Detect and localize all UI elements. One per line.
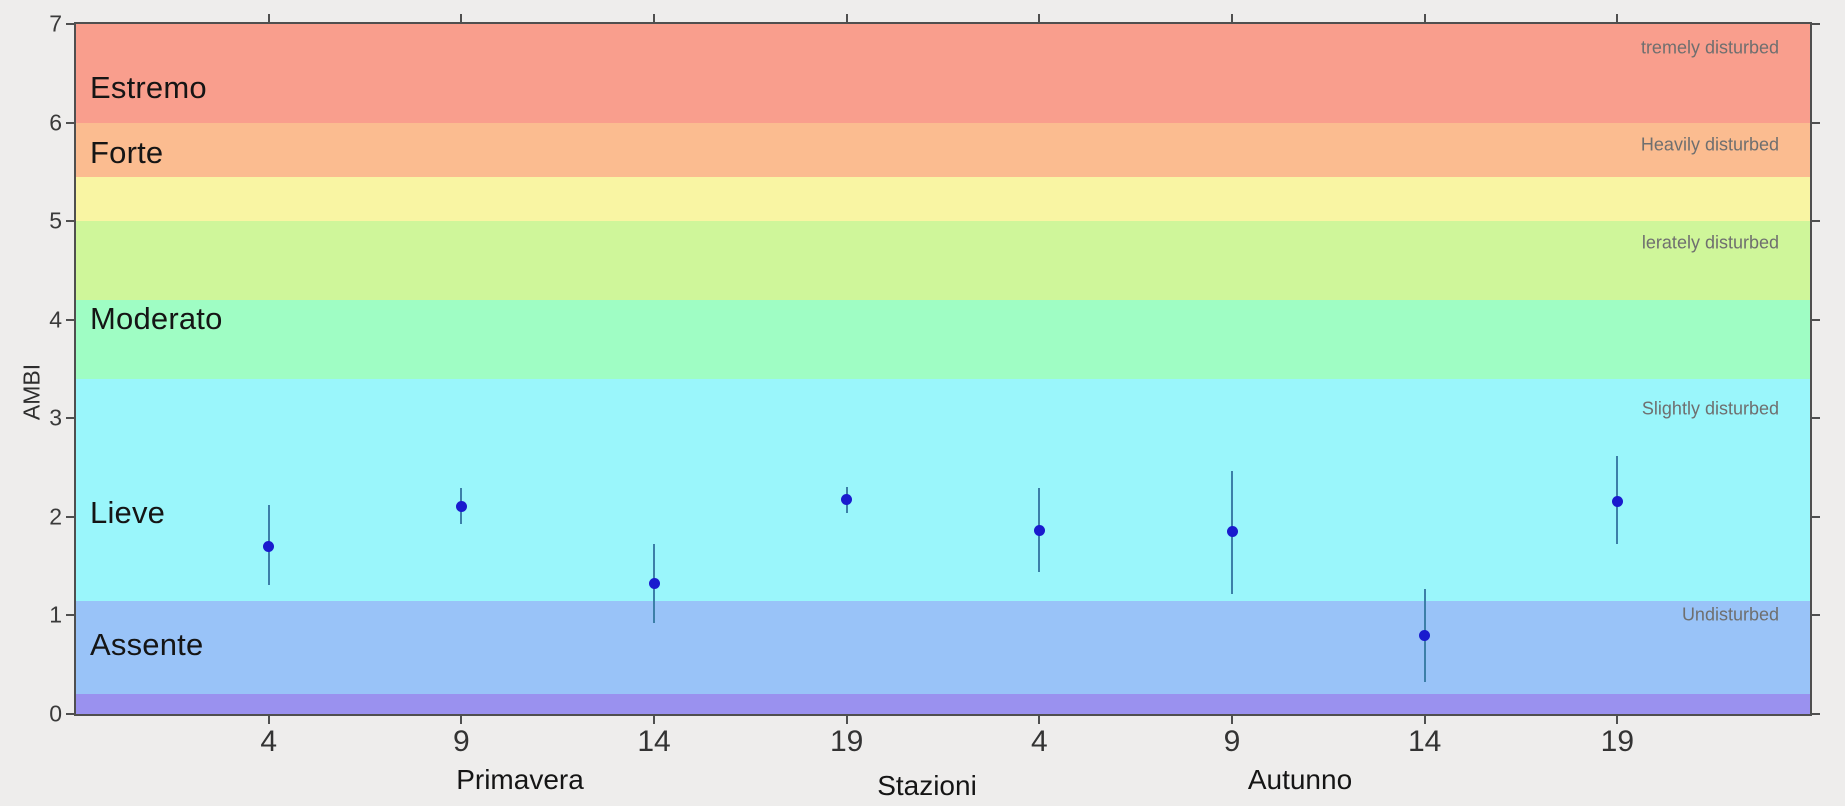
x-axis-tick-top bbox=[1423, 14, 1426, 22]
x-tick-label: 9 bbox=[452, 725, 470, 758]
x-axis-tick-top bbox=[267, 14, 270, 22]
x-axis-tick bbox=[1038, 716, 1041, 724]
data-point bbox=[648, 578, 660, 590]
ambi-band bbox=[76, 378, 1810, 601]
y-axis-tick bbox=[66, 614, 74, 617]
season-label: Primavera bbox=[456, 764, 584, 795]
ambi-band bbox=[76, 694, 1810, 714]
ambi-band bbox=[76, 300, 1810, 379]
y-axis-tick-right bbox=[1812, 23, 1820, 25]
y-tick-label: 1 bbox=[49, 601, 62, 628]
x-tick-label: 9 bbox=[1223, 725, 1241, 758]
x-axis-tick bbox=[1616, 716, 1619, 724]
y-axis-tick-right bbox=[1812, 318, 1820, 321]
band-label-en: tremely disturbed bbox=[1640, 37, 1779, 58]
y-axis-tick bbox=[66, 318, 74, 321]
x-axis-tick bbox=[1423, 716, 1426, 724]
data-point bbox=[1611, 495, 1623, 507]
ambi-band bbox=[76, 600, 1810, 695]
y-axis-tick-right bbox=[1812, 417, 1820, 420]
band-label-it: Lieve bbox=[90, 494, 166, 530]
data-point bbox=[1226, 526, 1238, 538]
ambi-band bbox=[76, 24, 1810, 123]
x-tick-label: 14 bbox=[1407, 725, 1442, 758]
ambi-band bbox=[76, 221, 1810, 300]
x-axis-tick-top bbox=[1231, 14, 1233, 22]
x-tick-label: 19 bbox=[1600, 725, 1635, 758]
data-point bbox=[263, 540, 275, 552]
x-tick-label: 4 bbox=[260, 725, 277, 758]
x-tick-label: 19 bbox=[829, 725, 864, 758]
band-label-it: Moderato bbox=[90, 300, 223, 336]
ambi-band bbox=[76, 122, 1810, 177]
y-axis-tick-right bbox=[1812, 515, 1820, 518]
y-axis-tick-right bbox=[1812, 220, 1820, 223]
band-label-it: Assente bbox=[90, 627, 204, 662]
y-tick-label: 2 bbox=[49, 503, 62, 530]
x-axis-tick-top bbox=[653, 14, 655, 22]
season-label: Autunno bbox=[1247, 764, 1353, 795]
x-tick-label: 14 bbox=[637, 725, 671, 758]
band-label-en: Heavily disturbed bbox=[1640, 134, 1779, 155]
y-axis-tick-right bbox=[1812, 713, 1820, 715]
band-label-en: Slightly disturbed bbox=[1641, 398, 1779, 419]
x-axis-tick bbox=[845, 716, 848, 724]
y-axis-tick bbox=[66, 713, 74, 715]
data-point bbox=[1033, 525, 1045, 537]
x-tick-label: 4 bbox=[1030, 725, 1048, 758]
y-tick-label: 6 bbox=[49, 109, 62, 136]
y-tick-label: 4 bbox=[49, 306, 62, 333]
data-point bbox=[455, 500, 467, 512]
x-axis-tick-top bbox=[1038, 14, 1041, 22]
x-axis-tick-top bbox=[460, 14, 463, 22]
x-axis-label: Stazioni bbox=[877, 770, 977, 801]
x-axis-tick bbox=[653, 716, 655, 724]
y-axis-tick bbox=[66, 515, 74, 518]
band-label-en: Undisturbed bbox=[1681, 604, 1779, 625]
y-axis-tick-right bbox=[1812, 121, 1820, 124]
y-axis-tick bbox=[66, 121, 74, 124]
y-axis-tick-right bbox=[1812, 614, 1820, 617]
x-axis-tick bbox=[1231, 716, 1233, 724]
y-axis-tick bbox=[66, 23, 74, 25]
band-label-en: lerately disturbed bbox=[1641, 232, 1779, 253]
x-axis-tick bbox=[267, 716, 270, 724]
x-axis-tick bbox=[460, 716, 463, 724]
plot-area: Estremo Forte Moderato Lieve Assente tremely … bbox=[74, 22, 1812, 716]
y-tick-label: 7 bbox=[49, 10, 62, 37]
y-axis-tick bbox=[66, 417, 74, 420]
y-tick-label: 0 bbox=[49, 700, 62, 727]
band-label-it: Forte bbox=[90, 135, 164, 171]
x-axis-tick-top bbox=[845, 14, 848, 22]
y-axis-tick bbox=[66, 220, 74, 223]
data-point bbox=[841, 493, 853, 505]
y-tick-label: 5 bbox=[49, 207, 62, 234]
y-tick-label: 3 bbox=[49, 404, 62, 431]
x-axis-tick-top bbox=[1616, 14, 1619, 22]
band-label-it: Estremo bbox=[90, 70, 207, 106]
ambi-band bbox=[76, 176, 1810, 222]
data-point bbox=[1419, 629, 1431, 641]
